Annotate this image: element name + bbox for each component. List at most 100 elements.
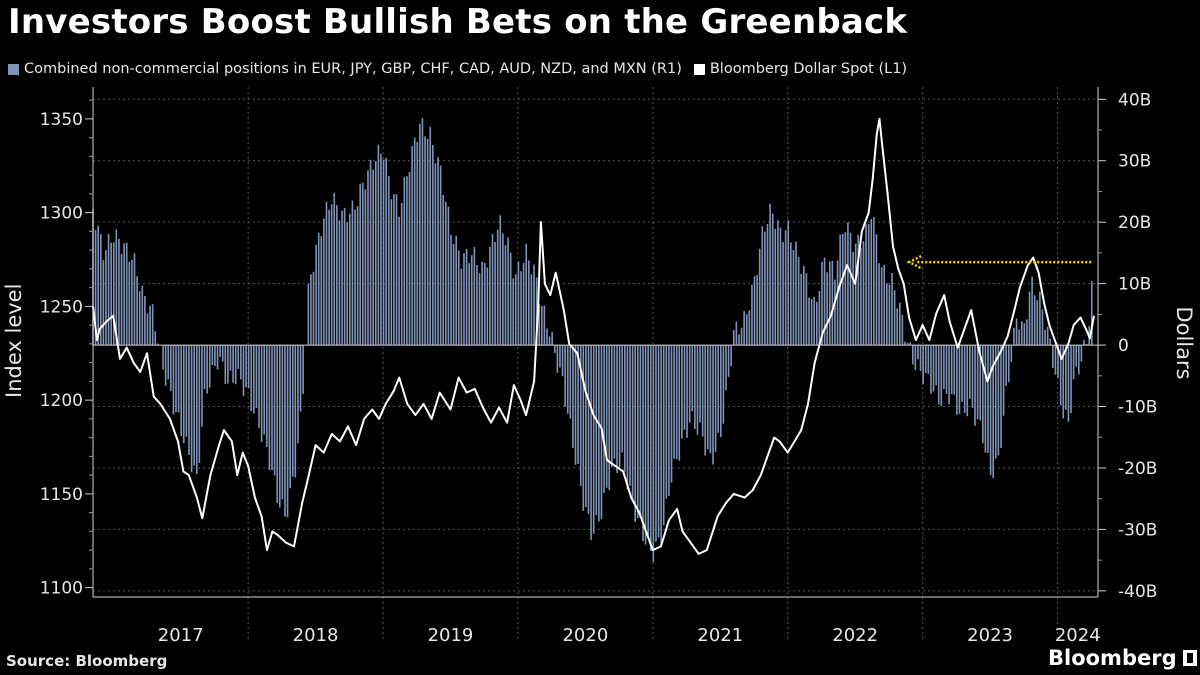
position-bar — [528, 260, 530, 346]
position-bar — [533, 264, 535, 346]
position-bar — [849, 232, 852, 346]
position-bar — [675, 345, 678, 460]
position-bar — [745, 314, 748, 346]
position-bar — [963, 345, 966, 413]
position-bar — [839, 234, 841, 346]
position-bar — [1031, 276, 1033, 346]
position-bar — [647, 345, 649, 536]
position-bar — [865, 224, 867, 346]
position-bar — [844, 232, 847, 346]
y-left-tick-label: 1250 — [40, 297, 83, 317]
position-bar — [722, 345, 725, 424]
position-bar — [385, 157, 387, 346]
position-bar — [198, 345, 201, 464]
position-bar — [652, 345, 655, 563]
position-bar — [182, 345, 185, 444]
position-bar — [880, 267, 883, 346]
position-bar — [278, 345, 281, 508]
position-bar — [408, 172, 411, 346]
position-bar — [424, 136, 426, 346]
position-bar — [470, 255, 473, 346]
position-bar — [312, 271, 315, 346]
position-bar — [403, 177, 406, 346]
position-bar — [670, 345, 673, 483]
x-tick-label: 2018 — [293, 625, 339, 646]
position-bar — [764, 231, 766, 346]
position-bar — [1036, 300, 1039, 346]
position-bar — [989, 345, 992, 475]
position-bar — [1033, 295, 1036, 346]
x-tick-label: 2021 — [697, 625, 743, 646]
position-bar — [541, 305, 543, 346]
position-bar — [958, 345, 961, 414]
position-bar — [548, 336, 551, 346]
position-bar — [979, 345, 982, 421]
brand-text: Bloomberg — [1048, 646, 1177, 670]
position-bar — [162, 345, 164, 370]
position-bar — [714, 345, 717, 452]
position-bar — [751, 284, 753, 346]
position-bar — [657, 345, 660, 538]
position-bar — [452, 243, 455, 346]
position-bar — [572, 345, 574, 448]
position-bar — [382, 159, 385, 346]
position-bar — [489, 246, 491, 346]
y-right-tick-label: -20B — [1118, 459, 1157, 479]
position-bar — [932, 345, 935, 392]
position-bar — [668, 345, 670, 496]
position-bar — [732, 330, 735, 346]
position-bar — [151, 304, 154, 346]
legend-item-line: Bloomberg Dollar Spot (L1) — [693, 61, 908, 77]
position-bar — [642, 345, 644, 542]
position-bar — [185, 345, 188, 437]
source-note: Source: Bloomberg — [6, 652, 168, 670]
position-bar — [250, 345, 253, 412]
legend-label-line: Bloomberg Dollar Spot (L1) — [709, 61, 908, 77]
position-bar — [911, 345, 914, 365]
position-bar — [320, 236, 323, 346]
position-bar — [1049, 338, 1052, 346]
position-bar — [709, 345, 712, 454]
position-bar — [496, 229, 499, 346]
position-bar — [164, 345, 167, 386]
position-bar — [330, 204, 333, 346]
position-bar — [411, 146, 413, 346]
position-bar — [917, 345, 919, 360]
position-bar — [115, 229, 118, 346]
position-bar — [587, 345, 590, 515]
legend-label-bars: Combined non-commercial positions in EUR… — [24, 61, 682, 77]
position-bar — [221, 345, 224, 362]
position-bar — [110, 242, 112, 346]
position-bar — [761, 226, 764, 346]
position-bar — [323, 218, 325, 346]
position-bar — [1090, 281, 1093, 346]
position-bar — [605, 345, 608, 488]
position-bar — [862, 241, 865, 346]
position-bar — [400, 202, 403, 346]
position-bar — [447, 206, 450, 346]
x-tick-label: 2020 — [562, 625, 608, 646]
position-bar — [940, 345, 943, 407]
position-bar — [94, 229, 97, 346]
position-bar — [997, 345, 1000, 456]
position-bar — [118, 238, 120, 346]
position-bar — [660, 345, 662, 548]
position-bar — [515, 274, 517, 346]
position-bar — [224, 345, 227, 384]
position-bar — [310, 274, 312, 346]
position-bar — [398, 216, 400, 346]
position-bar — [566, 345, 569, 414]
position-bar — [875, 234, 878, 346]
position-bar — [445, 201, 447, 346]
position-bar — [170, 345, 172, 391]
position-bar — [608, 345, 611, 491]
position-bar — [351, 200, 354, 346]
position-bar — [860, 247, 862, 346]
position-bar — [969, 345, 971, 399]
position-bar — [808, 297, 810, 346]
position-bar — [883, 264, 886, 346]
position-bar — [1028, 291, 1031, 346]
y-right-tick-label: 30B — [1118, 152, 1151, 172]
position-bar — [149, 305, 151, 346]
position-bar — [195, 345, 198, 475]
